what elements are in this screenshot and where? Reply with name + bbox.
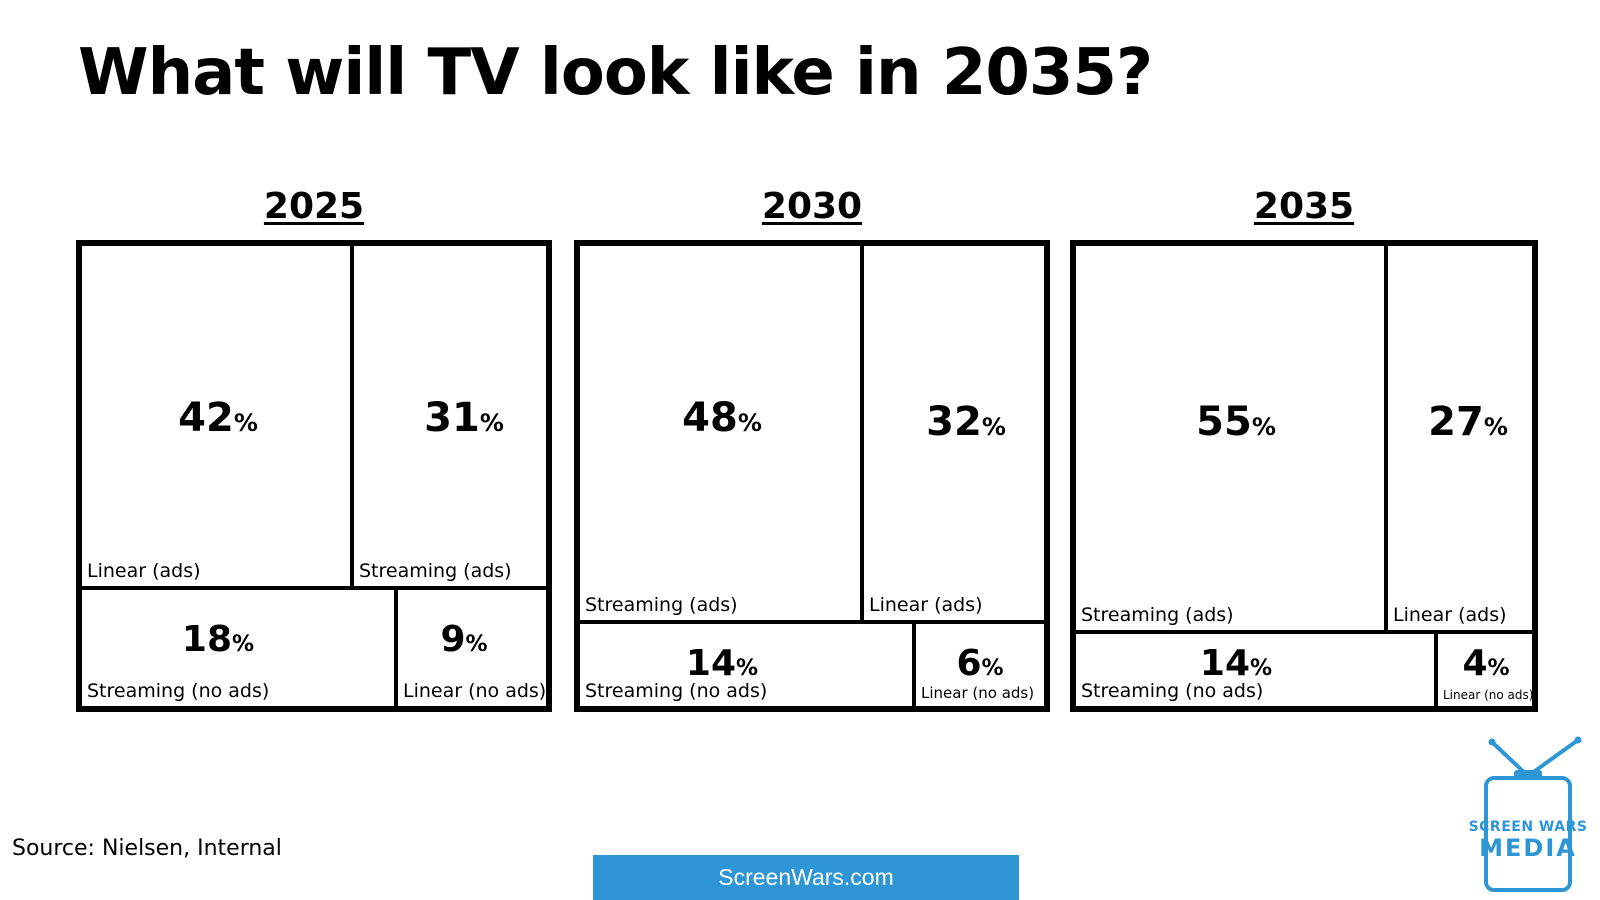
- cell-label: Linear (ads): [1393, 604, 1507, 626]
- treemap-cell: 9% Linear (no ads): [396, 588, 548, 708]
- treemap-cell: 27% Linear (ads): [1386, 244, 1534, 632]
- treemap-cell: 55% Streaming (ads): [1074, 244, 1386, 632]
- cell-label: Streaming (ads): [585, 594, 738, 616]
- treemap-2025: 42% Linear (ads) 31% Streaming (ads) 18%…: [76, 240, 552, 712]
- treemap-cell: 48% Streaming (ads): [578, 244, 862, 622]
- cell-value: 14%: [685, 643, 759, 684]
- cell-value: 14%: [1199, 643, 1273, 684]
- year-heading-2030: 2030: [761, 186, 863, 227]
- cell-value: 31%: [424, 395, 504, 441]
- year-heading-2035: 2035: [1253, 186, 1355, 227]
- logo-text: SCREEN WARS MEDIA: [1462, 820, 1594, 860]
- cell-value: 32%: [926, 399, 1006, 445]
- treemap-cell: 14% Streaming (no ads): [1074, 632, 1436, 708]
- cell-value: 42%: [178, 395, 258, 441]
- tv-antenna-icon: [1484, 736, 1582, 892]
- cell-value: 55%: [1196, 399, 1276, 445]
- cell-label: Linear (no ads): [921, 684, 1035, 702]
- treemap-2030: 48% Streaming (ads) 32% Linear (ads) 14%…: [574, 240, 1050, 712]
- cell-value: 18%: [181, 619, 255, 660]
- cell-label: Streaming (no ads): [1081, 680, 1264, 702]
- treemap-cell: 42% Linear (ads): [80, 244, 352, 588]
- treemap-cell: 32% Linear (ads): [862, 244, 1046, 622]
- cell-label: Linear (ads): [869, 594, 983, 616]
- cell-label: Linear (ads): [87, 560, 201, 582]
- screen-wars-media-logo: SCREEN WARS MEDIA: [1462, 736, 1594, 896]
- cell-label: Linear (no ads): [1443, 688, 1534, 702]
- cell-value: 6%: [956, 643, 1004, 684]
- cell-value: 27%: [1428, 399, 1508, 445]
- cell-label: Streaming (no ads): [585, 680, 768, 702]
- cell-value: 9%: [440, 619, 488, 660]
- year-heading-2025: 2025: [263, 186, 365, 227]
- website-link[interactable]: ScreenWars.com: [593, 855, 1019, 900]
- treemap-2035: 55% Streaming (ads) 27% Linear (ads) 14%…: [1070, 240, 1538, 712]
- treemap-cell: 18% Streaming (no ads): [80, 588, 396, 708]
- cell-label: Linear (no ads): [403, 680, 547, 702]
- cell-value: 48%: [682, 395, 762, 441]
- treemap-cell: 6% Linear (no ads): [914, 622, 1046, 708]
- cell-label: Streaming (no ads): [87, 680, 270, 702]
- page-title: What will TV look like in 2035?: [78, 36, 1153, 110]
- logo-line-1: SCREEN WARS: [1468, 819, 1588, 835]
- cell-label: Streaming (ads): [359, 560, 512, 582]
- logo-line-2: MEDIA: [1479, 834, 1577, 862]
- treemap-cell: 31% Streaming (ads): [352, 244, 548, 588]
- treemap-cell: 4% Linear (no ads): [1436, 632, 1534, 708]
- cell-label: Streaming (ads): [1081, 604, 1234, 626]
- cell-value: 4%: [1462, 643, 1510, 684]
- treemap-cell: 14% Streaming (no ads): [578, 622, 914, 708]
- source-note: Source: Nielsen, Internal: [12, 836, 282, 861]
